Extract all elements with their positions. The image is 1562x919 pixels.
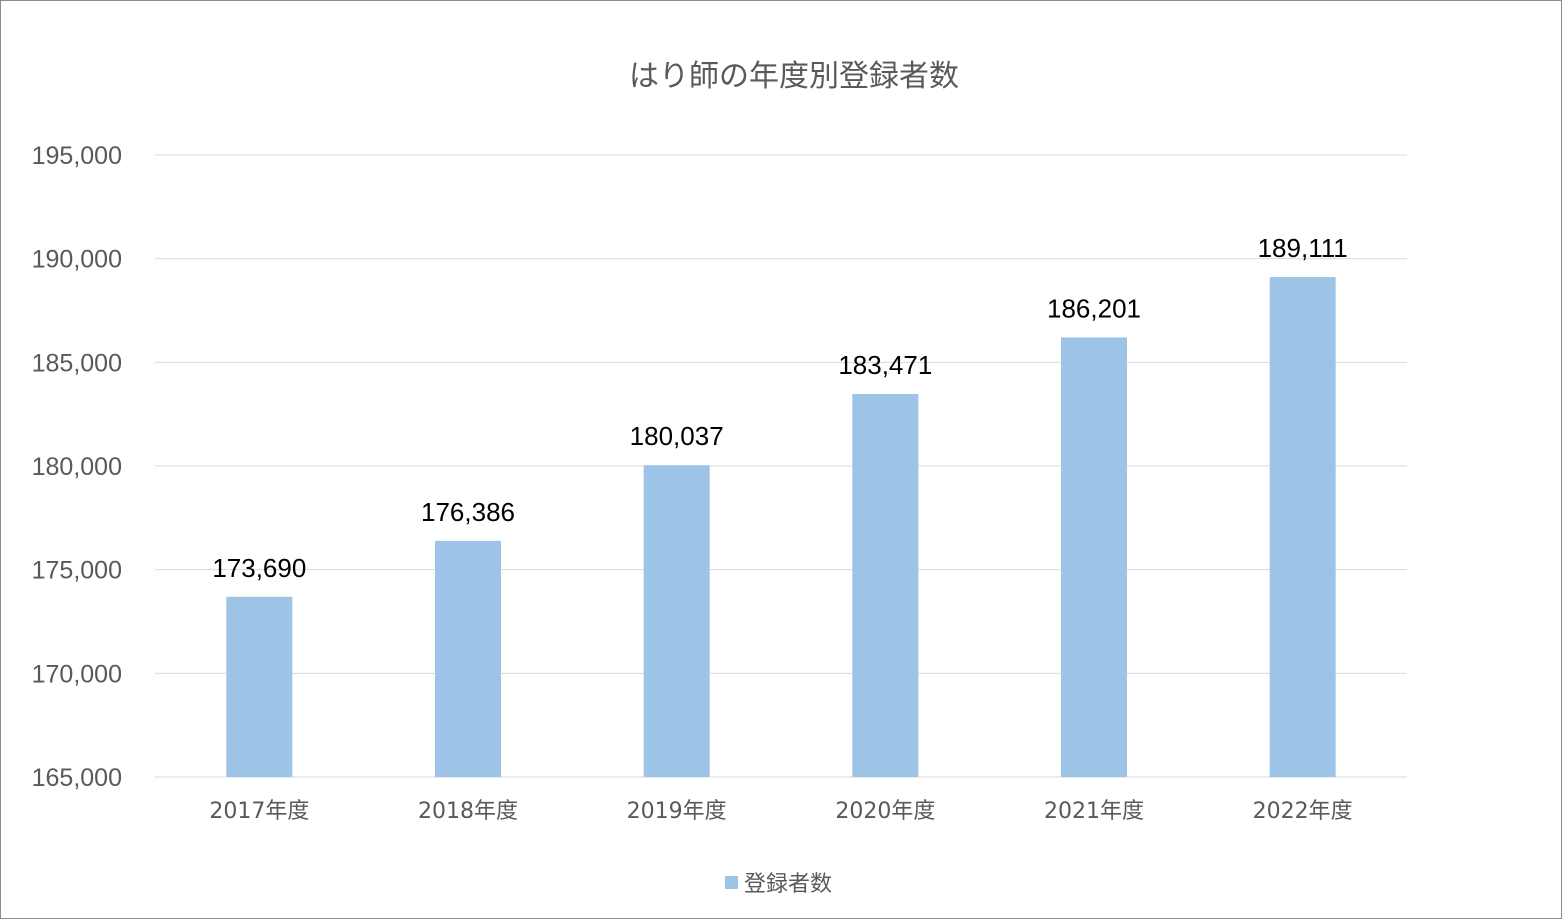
data-label: 173,690 bbox=[212, 553, 306, 583]
gridlines bbox=[155, 154, 1407, 778]
y-tick-label: 165,000 bbox=[32, 764, 122, 792]
x-tick-label: 2019年度 bbox=[627, 799, 727, 824]
legend-swatch bbox=[725, 876, 738, 889]
x-tick-label: 2020年度 bbox=[835, 799, 935, 824]
x-tick-label: 2017年度 bbox=[209, 799, 309, 824]
bar bbox=[852, 394, 919, 777]
bar bbox=[643, 465, 710, 777]
data-label: 176,386 bbox=[421, 497, 515, 527]
y-tick-label: 185,000 bbox=[32, 349, 122, 377]
legend: 登録者数 bbox=[725, 872, 832, 897]
y-tick-label: 180,000 bbox=[32, 453, 122, 481]
bar bbox=[1269, 277, 1336, 777]
legend-label: 登録者数 bbox=[744, 872, 832, 897]
data-label: 189,111 bbox=[1258, 233, 1348, 263]
x-tick-label: 2022年度 bbox=[1253, 799, 1353, 824]
data-label: 180,037 bbox=[630, 421, 724, 451]
x-tick-label: 2018年度 bbox=[418, 799, 518, 824]
y-tick-label: 175,000 bbox=[32, 557, 122, 585]
bar bbox=[435, 540, 501, 777]
x-tick-label: 2021年度 bbox=[1044, 799, 1144, 824]
data-labels: 173,690 176,386 180,037 183,471 186,201 189,1… bbox=[212, 233, 1347, 583]
y-axis-ticks: 165,000 170,000 175,000 180,000 185,000 190,0… bbox=[32, 142, 122, 792]
bars bbox=[226, 277, 1336, 777]
data-label: 186,201 bbox=[1047, 293, 1141, 323]
chart-title: はり師の年度別登録者数 bbox=[629, 59, 959, 94]
data-label: 183,471 bbox=[838, 350, 932, 380]
y-tick-label: 190,000 bbox=[32, 246, 122, 274]
bar bbox=[226, 596, 293, 777]
x-axis-ticks: 2017年度 2018年度 2019年度 2020年度 2021年度 2022年度 bbox=[209, 799, 1352, 824]
y-tick-label: 195,000 bbox=[32, 142, 122, 170]
bar bbox=[1061, 337, 1127, 777]
y-tick-label: 170,000 bbox=[32, 660, 122, 688]
